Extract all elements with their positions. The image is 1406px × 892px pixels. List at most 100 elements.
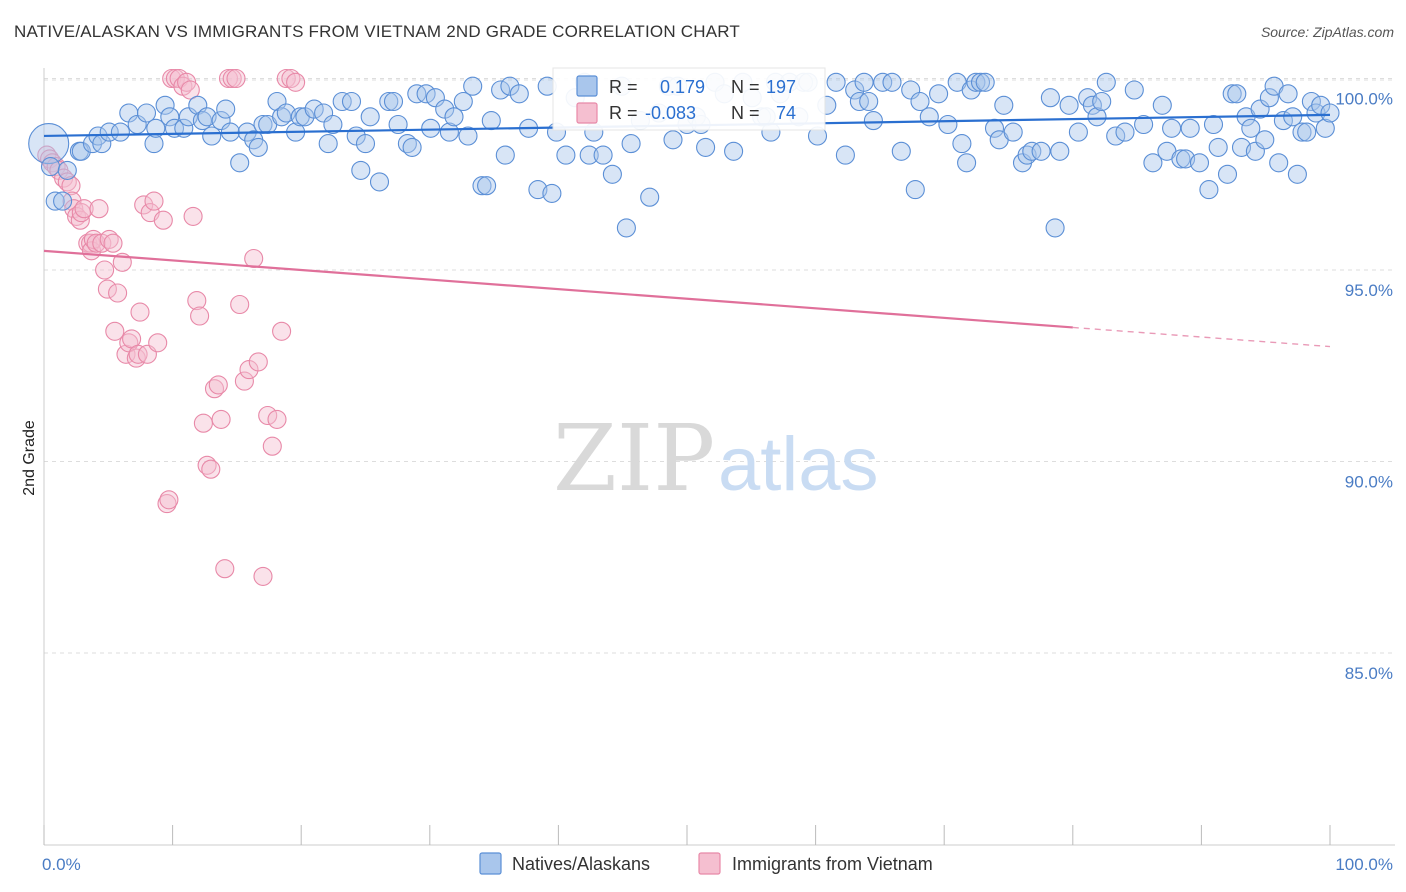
data-point <box>444 107 464 127</box>
trend-line-vietnam <box>43 249 1073 329</box>
data-point <box>952 134 972 154</box>
data-point <box>146 118 166 138</box>
data-point <box>155 95 175 115</box>
legend-r-label: R = <box>609 77 638 97</box>
data-point <box>854 72 874 92</box>
data-point <box>1320 103 1340 123</box>
data-point <box>891 141 911 161</box>
watermark-atlas: atlas <box>718 422 879 507</box>
data-point <box>1092 91 1112 112</box>
data-point <box>1259 88 1279 108</box>
data-point <box>89 199 109 219</box>
data-point <box>453 91 473 112</box>
trend-line-vietnam-extension <box>1072 326 1331 348</box>
data-point <box>202 126 222 146</box>
data-point <box>1278 84 1298 104</box>
data-point <box>1050 141 1070 161</box>
data-point <box>929 84 949 104</box>
source-label: Source: ZipAtlas.com <box>1260 24 1394 40</box>
legend-n-label: N = <box>731 103 760 123</box>
data-point <box>253 114 273 135</box>
x-tick-label: 100.0% <box>1335 855 1393 874</box>
data-point <box>402 137 422 157</box>
data-point <box>201 459 221 479</box>
data-point <box>148 333 168 353</box>
data-point <box>957 153 977 173</box>
data-point <box>425 88 445 108</box>
data-point <box>187 291 207 311</box>
data-point <box>1059 95 1079 115</box>
data-point <box>180 80 200 100</box>
data-point <box>472 176 492 196</box>
data-point <box>439 122 459 142</box>
data-point <box>1115 122 1135 142</box>
data-point <box>1087 107 1107 127</box>
data-point <box>28 123 70 165</box>
series-legend: Natives/Alaskans Immigrants from Vietnam <box>479 852 933 875</box>
data-point <box>211 409 231 429</box>
data-point <box>859 91 879 112</box>
legend-swatch-natives <box>479 852 502 875</box>
data-point <box>421 118 441 138</box>
data-point <box>1189 153 1210 173</box>
data-point <box>1208 137 1228 157</box>
legend-n-value: 74 <box>776 103 796 123</box>
data-point <box>216 99 236 119</box>
data-point <box>1045 218 1065 238</box>
data-point <box>458 126 478 146</box>
data-point <box>602 164 622 184</box>
data-point <box>341 91 362 112</box>
y-tick-label: 85.0% <box>1345 664 1393 683</box>
data-point <box>882 72 902 92</box>
data-point <box>144 191 164 211</box>
series-vietnam-points <box>37 68 306 586</box>
data-point <box>579 145 599 165</box>
data-point <box>360 107 380 127</box>
data-point <box>304 99 324 119</box>
y-axis-title: 2nd Grade <box>21 420 38 496</box>
data-point <box>248 352 268 372</box>
data-point <box>724 141 744 161</box>
data-point <box>1143 153 1163 173</box>
data-point <box>556 145 576 165</box>
data-point <box>230 153 250 173</box>
data-point <box>262 436 282 456</box>
data-point <box>1269 153 1289 173</box>
data-point <box>1003 122 1023 142</box>
data-point <box>481 111 501 131</box>
legend-row-vietnam: R = -0.083 N = 74 <box>576 102 796 124</box>
data-point <box>1315 118 1335 138</box>
data-point <box>108 283 128 303</box>
data-point <box>1241 118 1261 138</box>
data-point <box>1283 107 1303 127</box>
legend-swatch-vietnam <box>698 852 721 875</box>
data-point <box>1152 95 1172 115</box>
data-point <box>183 206 203 226</box>
data-point <box>267 409 287 429</box>
data-point <box>826 72 846 92</box>
data-point <box>416 84 436 104</box>
data-point <box>244 248 264 269</box>
data-point <box>53 191 73 211</box>
data-point <box>276 68 296 89</box>
data-point <box>103 233 123 253</box>
data-point <box>1106 126 1126 146</box>
legend-r-label: R = <box>609 103 638 123</box>
data-point <box>1297 122 1317 142</box>
data-point <box>1301 91 1321 112</box>
data-point <box>204 379 225 399</box>
data-point <box>40 157 61 177</box>
data-point <box>1040 88 1060 108</box>
data-point <box>153 210 173 230</box>
correlation-legend: R = 0.179 N = 197 R = -0.083 N = 74 <box>552 67 826 131</box>
data-point <box>134 195 154 215</box>
data-point <box>234 371 254 391</box>
data-point <box>463 76 483 96</box>
data-point <box>1031 141 1051 161</box>
data-point <box>57 160 77 180</box>
data-point <box>491 80 511 100</box>
data-point <box>323 114 343 135</box>
data-point <box>1096 72 1116 92</box>
data-point <box>160 107 180 127</box>
